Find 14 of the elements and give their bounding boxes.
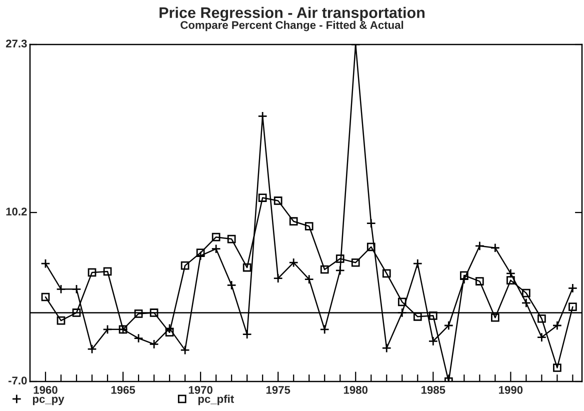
y-tick-label: 27.3 xyxy=(6,40,27,48)
legend-label: pc_py xyxy=(32,396,64,406)
y-tick-label: 10.2 xyxy=(6,208,27,216)
y-tick-label: -7.0 xyxy=(8,376,27,384)
x-tick-label: 1970 xyxy=(188,386,212,394)
legend-label: pc_pfit xyxy=(198,394,234,406)
x-tick-label: 1975 xyxy=(266,386,290,394)
x-tick-label: 1990 xyxy=(499,386,523,394)
chart-title: Price Regression - Air transportation xyxy=(160,6,424,22)
x-tick-label: 1980 xyxy=(344,386,368,394)
x-tick-label: 1985 xyxy=(421,386,446,394)
chart-subtitle: Compare Percent Change - Fitted & Actual xyxy=(180,20,404,32)
x-tick-label: 1965 xyxy=(111,386,136,394)
x-tick-label: 1960 xyxy=(34,386,58,394)
